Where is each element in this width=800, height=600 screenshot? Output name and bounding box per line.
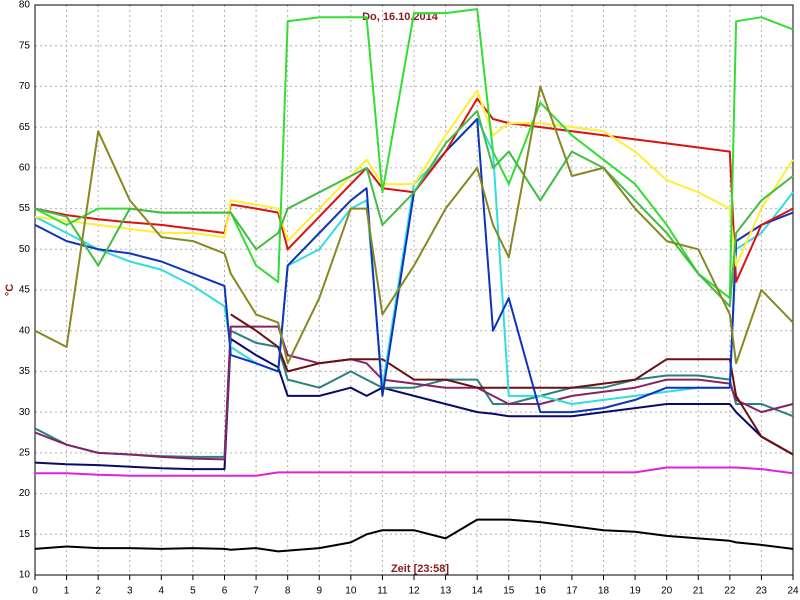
x-tick-label: 18 — [598, 586, 610, 597]
x-tick-label: 11 — [377, 586, 388, 597]
series-line — [34, 337, 794, 471]
x-tick-label: 19 — [630, 586, 642, 597]
series-line — [34, 109, 794, 308]
x-tick-label: 4 — [159, 586, 165, 597]
x-tick-label: 22 — [724, 586, 736, 597]
series-line — [34, 518, 794, 553]
series-line — [34, 89, 794, 267]
x-tick-label: 23 — [756, 586, 768, 597]
x-tick-label: 17 — [566, 586, 578, 597]
y-tick-label: 60 — [19, 162, 31, 173]
y-tick-label: 15 — [19, 529, 31, 540]
y-tick-label: 10 — [19, 570, 31, 581]
x-tick-label: 10 — [345, 586, 357, 597]
series-line — [34, 118, 794, 405]
y-axis-label: °C — [4, 284, 16, 296]
x-tick-label: 7 — [253, 586, 259, 597]
x-tick-label: 12 — [408, 586, 420, 597]
y-tick-label: 75 — [19, 40, 31, 51]
series-line — [35, 466, 794, 477]
y-tick-label: 40 — [19, 325, 31, 336]
series-line — [34, 325, 794, 461]
series-line — [34, 85, 794, 365]
x-tick-label: 5 — [190, 586, 196, 597]
x-tick-label: 20 — [661, 586, 673, 597]
x-tick-label: 24 — [787, 586, 799, 597]
y-tick-label: 35 — [19, 366, 31, 377]
y-tick-label: 70 — [19, 81, 31, 92]
plot-frame — [34, 4, 794, 576]
x-tick-label: 6 — [222, 586, 228, 597]
series-line — [34, 118, 794, 414]
series-line — [34, 329, 794, 458]
x-tick-label: 15 — [503, 586, 515, 597]
x-tick-label: 3 — [127, 586, 133, 597]
x-tick-label: 16 — [535, 586, 547, 597]
y-tick-label: 50 — [19, 244, 31, 255]
x-tick-label: 21 — [693, 586, 705, 597]
y-tick-label: 25 — [19, 447, 31, 458]
y-tick-label: 45 — [19, 285, 31, 296]
x-axis-label: Zeit [23:58] — [391, 563, 449, 575]
y-tick-label: 65 — [19, 122, 31, 133]
series-line — [230, 313, 794, 456]
y-tick-label: 80 — [19, 0, 31, 11]
x-tick-label: 13 — [440, 586, 452, 597]
x-tick-label: 2 — [95, 586, 101, 597]
y-tick-label: 20 — [19, 488, 31, 499]
x-tick-label: 8 — [285, 586, 291, 597]
y-tick-label: 55 — [19, 203, 31, 214]
x-tick-label: 0 — [32, 586, 38, 597]
y-tick-label: 30 — [19, 407, 31, 418]
series-line — [34, 97, 794, 283]
x-tick-label: 14 — [472, 586, 484, 597]
x-tick-label: 9 — [316, 586, 322, 597]
x-tick-label: 1 — [64, 586, 70, 597]
